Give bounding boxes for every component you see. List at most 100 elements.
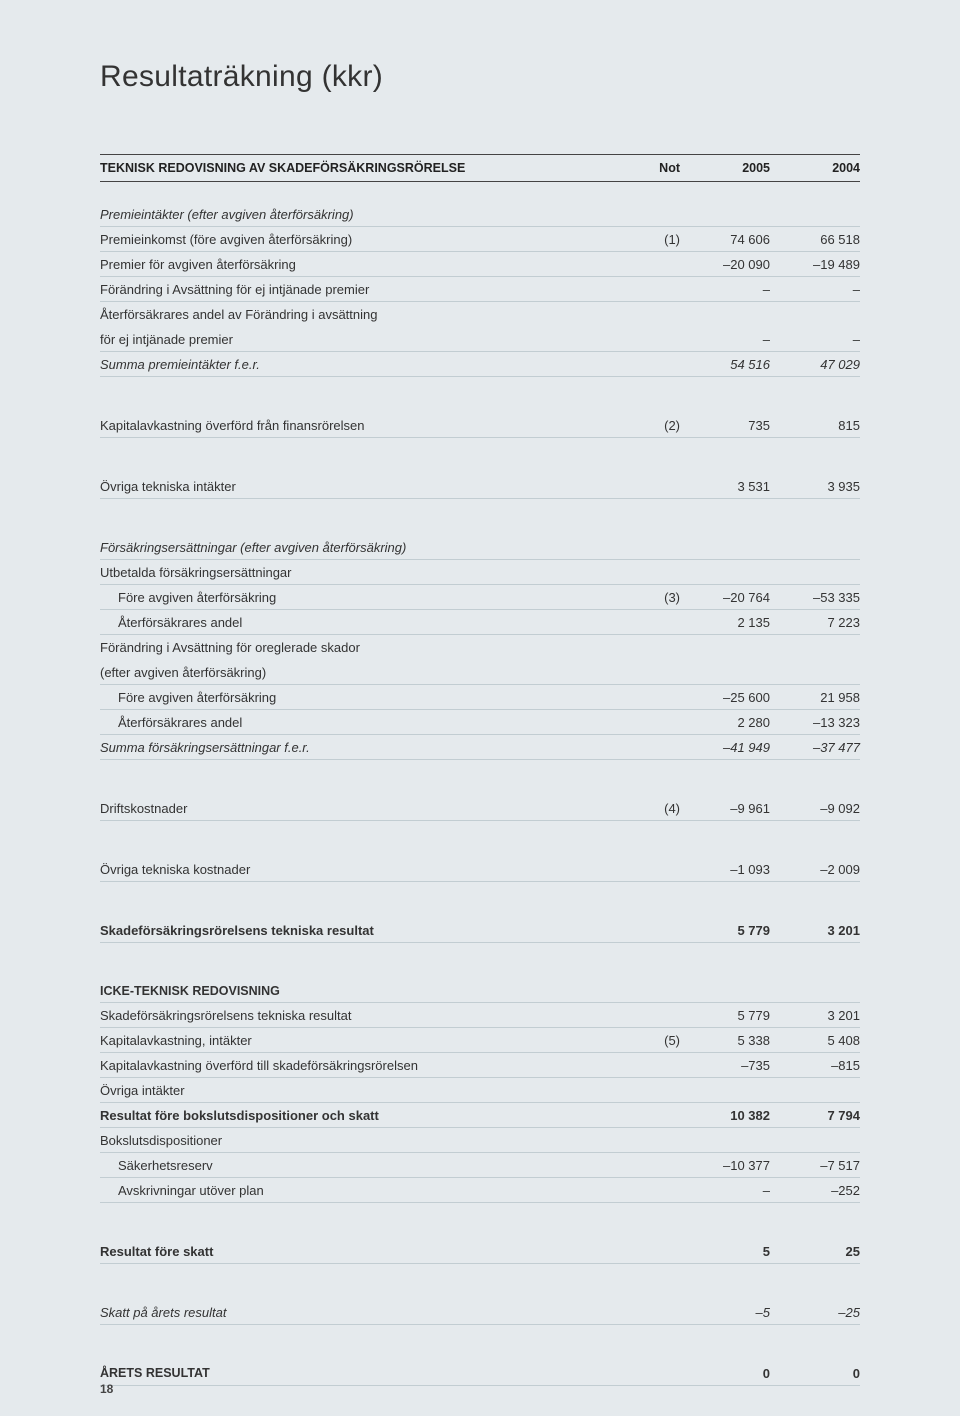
table-row: Före avgiven återförsäkring(3)–20 764–53… bbox=[100, 585, 860, 610]
row-label: Summa försäkringsersättningar f.e.r. bbox=[100, 735, 620, 760]
table-row: Kapitalavkastning, intäkter(5)5 3385 408 bbox=[100, 1028, 860, 1053]
row-value-2005 bbox=[680, 1128, 770, 1153]
row-label: Resultat före bokslutsdispositioner och … bbox=[100, 1103, 620, 1128]
row-value-2004: 815 bbox=[770, 413, 860, 438]
table-row: (efter avgiven återförsäkring) bbox=[100, 660, 860, 685]
row-value-2004: –2 009 bbox=[770, 857, 860, 882]
row-note bbox=[620, 735, 680, 760]
row-label: Bokslutsdispositioner bbox=[100, 1128, 620, 1153]
table-header: TEKNISK REDOVISNING AV SKADEFÖRSÄKRINGSR… bbox=[100, 155, 860, 182]
row-value-2005 bbox=[680, 560, 770, 585]
table-spacer bbox=[100, 821, 860, 858]
row-label: Övriga tekniska kostnader bbox=[100, 857, 620, 882]
row-value-2004: 5 408 bbox=[770, 1028, 860, 1053]
row-value-2005 bbox=[680, 202, 770, 227]
table-spacer bbox=[100, 760, 860, 797]
row-note bbox=[620, 1178, 680, 1203]
table-row: Utbetalda försäkringsersättningar bbox=[100, 560, 860, 585]
table-row: Säkerhetsreserv–10 377–7 517 bbox=[100, 1153, 860, 1178]
table-spacer bbox=[100, 377, 860, 414]
row-value-2004 bbox=[770, 535, 860, 560]
row-note bbox=[620, 1078, 680, 1103]
row-label: Skatt på årets resultat bbox=[100, 1300, 620, 1325]
row-note bbox=[620, 1361, 680, 1386]
row-label: Före avgiven återförsäkring bbox=[100, 585, 620, 610]
row-value-2005: 2 135 bbox=[680, 610, 770, 635]
row-label: Övriga tekniska intäkter bbox=[100, 474, 620, 499]
row-label: Premier för avgiven återförsäkring bbox=[100, 252, 620, 277]
row-note bbox=[620, 610, 680, 635]
row-value-2005: 10 382 bbox=[680, 1103, 770, 1128]
row-value-2005 bbox=[680, 660, 770, 685]
row-value-2004: 66 518 bbox=[770, 227, 860, 252]
table-row: ICKE-TEKNISK REDOVISNING bbox=[100, 979, 860, 1003]
table-row: för ej intjänade premier–– bbox=[100, 327, 860, 352]
table-row: Summa premieintäkter f.e.r.54 51647 029 bbox=[100, 352, 860, 377]
table-row: ÅRETS RESULTAT00 bbox=[100, 1361, 860, 1386]
row-note bbox=[620, 660, 680, 685]
row-value-2004 bbox=[770, 979, 860, 1003]
row-value-2004: 3 201 bbox=[770, 918, 860, 943]
table-spacer bbox=[100, 1264, 860, 1301]
row-value-2004: –9 092 bbox=[770, 796, 860, 821]
income-statement-table: TEKNISK REDOVISNING AV SKADEFÖRSÄKRINGSR… bbox=[100, 154, 860, 1386]
table-row: Återförsäkrares andel av Förändring i av… bbox=[100, 302, 860, 327]
row-value-2004: –19 489 bbox=[770, 252, 860, 277]
col-note: Not bbox=[620, 155, 680, 182]
table-row: Avskrivningar utöver plan––252 bbox=[100, 1178, 860, 1203]
table-row: Övriga tekniska intäkter3 5313 935 bbox=[100, 474, 860, 499]
row-note: (2) bbox=[620, 413, 680, 438]
row-value-2004: –25 bbox=[770, 1300, 860, 1325]
row-note bbox=[620, 202, 680, 227]
row-value-2004: –13 323 bbox=[770, 710, 860, 735]
table-row: Återförsäkrares andel 2 280–13 323 bbox=[100, 710, 860, 735]
table-row: Återförsäkrares andel2 1357 223 bbox=[100, 610, 860, 635]
row-note bbox=[620, 710, 680, 735]
page-title: Resultaträkning (kkr) bbox=[100, 60, 860, 94]
row-value-2005 bbox=[680, 635, 770, 660]
row-label: Återförsäkrares andel av Förändring i av… bbox=[100, 302, 620, 327]
row-value-2004 bbox=[770, 660, 860, 685]
col-2005: 2005 bbox=[680, 155, 770, 182]
row-value-2005: 5 338 bbox=[680, 1028, 770, 1053]
row-note bbox=[620, 1128, 680, 1153]
row-note bbox=[620, 979, 680, 1003]
table-row: Skadeförsäkringsrörelsens tekniska resul… bbox=[100, 1003, 860, 1028]
row-label: för ej intjänade premier bbox=[100, 327, 620, 352]
table-row: Premieinkomst (före avgiven återförsäkri… bbox=[100, 227, 860, 252]
row-value-2004: 21 958 bbox=[770, 685, 860, 710]
row-label: Avskrivningar utöver plan bbox=[100, 1178, 620, 1203]
row-note bbox=[620, 252, 680, 277]
row-label: Återförsäkrares andel bbox=[100, 610, 620, 635]
table-row: Driftskostnader(4)–9 961–9 092 bbox=[100, 796, 860, 821]
row-value-2005: –5 bbox=[680, 1300, 770, 1325]
row-value-2005: –20 764 bbox=[680, 585, 770, 610]
table-row: Övriga intäkter bbox=[100, 1078, 860, 1103]
row-label: Övriga intäkter bbox=[100, 1078, 620, 1103]
row-note bbox=[620, 327, 680, 352]
row-note bbox=[620, 1153, 680, 1178]
table-spacer bbox=[100, 438, 860, 475]
row-note bbox=[620, 857, 680, 882]
row-label: Utbetalda försäkringsersättningar bbox=[100, 560, 620, 585]
table-row: Premieintäkter (efter avgiven återförsäk… bbox=[100, 202, 860, 227]
row-value-2005: 3 531 bbox=[680, 474, 770, 499]
row-label: Skadeförsäkringsrörelsens tekniska resul… bbox=[100, 1003, 620, 1028]
row-value-2004: 0 bbox=[770, 1361, 860, 1386]
row-label: Säkerhetsreserv bbox=[100, 1153, 620, 1178]
row-value-2005: 735 bbox=[680, 413, 770, 438]
row-note: (4) bbox=[620, 796, 680, 821]
row-value-2005: –41 949 bbox=[680, 735, 770, 760]
row-value-2005: 2 280 bbox=[680, 710, 770, 735]
row-label: Återförsäkrares andel bbox=[100, 710, 620, 735]
table-row: Övriga tekniska kostnader–1 093–2 009 bbox=[100, 857, 860, 882]
table-row: Premier för avgiven återförsäkring–20 09… bbox=[100, 252, 860, 277]
row-label: Kapitalavkastning, intäkter bbox=[100, 1028, 620, 1053]
row-note bbox=[620, 1003, 680, 1028]
row-label: Förändring i Avsättning för oreglerade s… bbox=[100, 635, 620, 660]
row-value-2005: 74 606 bbox=[680, 227, 770, 252]
row-label: Kapitalavkastning överförd från finansrö… bbox=[100, 413, 620, 438]
row-value-2005 bbox=[680, 302, 770, 327]
row-note bbox=[620, 685, 680, 710]
table-row: Förändring i Avsättning för ej intjänade… bbox=[100, 277, 860, 302]
